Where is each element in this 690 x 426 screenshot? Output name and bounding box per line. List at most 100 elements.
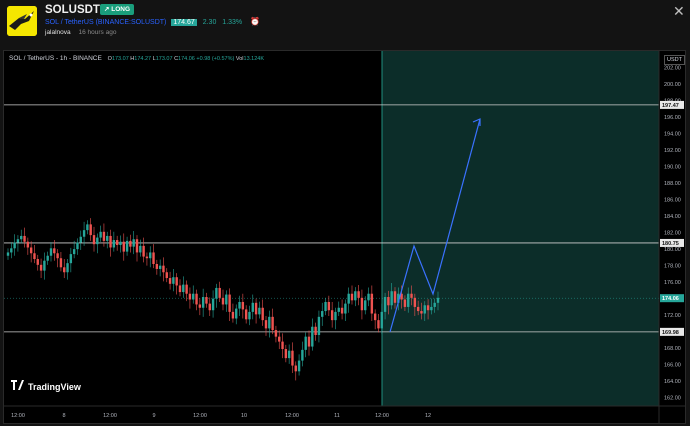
candle [347, 287, 350, 313]
candle [297, 354, 301, 376]
time-tick-label: 9 [152, 413, 155, 419]
price-change: 2.30 [202, 19, 217, 26]
candle [109, 229, 112, 257]
time-tick-label: 11 [334, 413, 340, 419]
candle [82, 221, 86, 246]
candle [294, 361, 297, 381]
candle [324, 297, 327, 316]
candle [152, 244, 155, 269]
candle [248, 305, 251, 326]
time-tick-label: 12:00 [285, 413, 299, 419]
price-level-label: 197.47 [662, 103, 679, 109]
alert-icon[interactable]: ⏰ [250, 17, 261, 26]
candle [436, 291, 440, 311]
candle [407, 287, 410, 313]
price-chart[interactable]: 202.00200.00198.00196.00194.00192.00190.… [4, 51, 685, 423]
candle [195, 289, 198, 311]
candle [115, 235, 119, 251]
price-tick-label: 168.00 [664, 346, 681, 352]
candle [139, 239, 142, 257]
candle [76, 238, 79, 255]
projection-path [389, 118, 481, 333]
candle [145, 252, 149, 266]
price-tick-label: 176.00 [664, 280, 681, 286]
candle [423, 301, 426, 321]
price-tick-label: 192.00 [664, 148, 681, 154]
candle [403, 295, 407, 312]
candle [231, 303, 235, 323]
candle [373, 309, 377, 330]
watermark-text: TradingView [28, 382, 82, 392]
price-level-badge [660, 238, 684, 247]
candle [63, 259, 66, 279]
candle [264, 316, 268, 336]
currency-selector[interactable]: USDT [664, 55, 685, 65]
candle [426, 299, 430, 320]
price-change-pct: 1.33% [222, 19, 243, 26]
price-tick-label: 162.00 [664, 396, 681, 402]
candle [268, 310, 271, 338]
pair-name-link[interactable]: SOL / TetherUS [45, 19, 94, 26]
candle [433, 298, 436, 313]
time-tick-label: 8 [62, 413, 65, 419]
candle [10, 242, 13, 259]
candle [357, 285, 360, 306]
candle [92, 226, 96, 252]
candle [99, 225, 102, 242]
candle [354, 287, 357, 307]
avatar[interactable] [7, 6, 37, 36]
candle [317, 310, 321, 343]
exchange-link[interactable]: (BINANCE:SOLUSDT) [95, 19, 167, 26]
price-level-badge [660, 100, 684, 109]
candle [244, 305, 248, 324]
candle [321, 302, 324, 326]
candle [430, 298, 433, 315]
candle [185, 280, 188, 302]
chart-title-bar: SOL / TetherUS - 1h - BINANCE O173.07 H1… [9, 55, 264, 62]
candle [198, 298, 202, 316]
candle [192, 285, 195, 304]
candle [304, 332, 307, 358]
candle [228, 288, 231, 321]
ohlc-readout: O173.07 H174.27 L173.07 C174.06 +0.98 (+… [107, 56, 265, 62]
price-tick-label: 164.00 [664, 379, 681, 385]
author-name[interactable]: jalalnova [45, 29, 71, 36]
time-tick-label: 10 [241, 413, 247, 419]
candle [119, 235, 122, 253]
candle [340, 299, 344, 320]
candle [155, 259, 159, 275]
candle [344, 299, 347, 321]
post-header: SOLUSDT ↗ LONG SOL / TetherUS (BINANCE:S… [0, 0, 690, 46]
price-tick-label: 196.00 [664, 115, 681, 121]
candle [102, 223, 106, 247]
candle [367, 287, 370, 307]
candle [125, 236, 129, 256]
candle [168, 271, 172, 290]
candle [261, 299, 264, 326]
candle [6, 248, 10, 260]
candle [241, 293, 245, 319]
candle [16, 235, 20, 252]
candle [208, 297, 211, 317]
candle [106, 231, 109, 249]
candle [370, 285, 374, 321]
candle [397, 287, 400, 311]
close-icon[interactable]: ✕ [673, 3, 685, 19]
chart-title: SOL / TetherUS - 1h - BINANCE [9, 55, 102, 62]
price-tick-label: 202.00 [664, 66, 681, 72]
price-level-label: 180.75 [662, 241, 679, 247]
candle [56, 249, 59, 268]
price-tick-label: 188.00 [664, 181, 681, 187]
candle [390, 282, 393, 310]
candle [178, 279, 182, 297]
candle [29, 241, 33, 263]
candle [23, 227, 26, 248]
candle [172, 268, 175, 292]
candle [132, 230, 135, 255]
candle [291, 342, 294, 373]
candle [215, 283, 218, 308]
candle [383, 292, 387, 320]
candle [20, 229, 23, 244]
chart-panel[interactable]: 202.00200.00198.00196.00194.00192.00190.… [3, 50, 686, 424]
candle [251, 294, 254, 320]
